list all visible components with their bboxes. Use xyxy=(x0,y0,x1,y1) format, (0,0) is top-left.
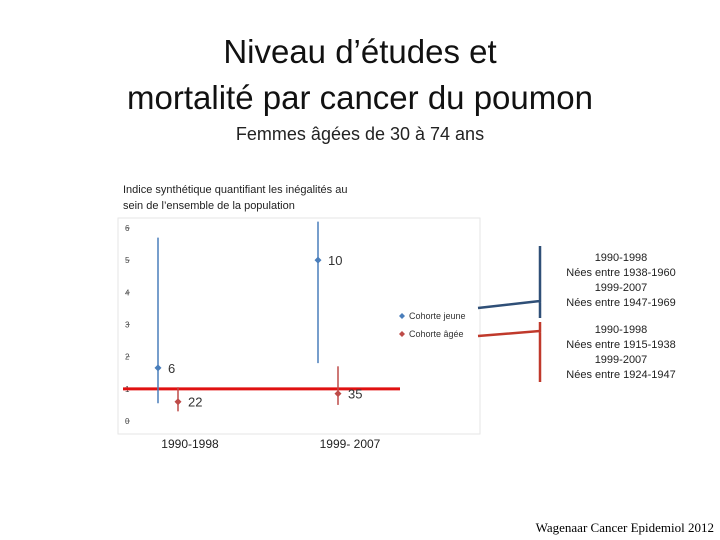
point-label: 35 xyxy=(348,387,362,402)
side-young-line-1: 1990-1998 xyxy=(594,252,648,264)
y-tick-label: 3 xyxy=(125,321,130,330)
chart-frame xyxy=(117,217,481,435)
data-point xyxy=(174,398,182,406)
y-tick-label: 2 xyxy=(125,353,130,362)
y-tick-label: 5 xyxy=(125,256,130,265)
x-category-label: 1999- 2007 xyxy=(320,437,381,451)
y-tick-label: 6 xyxy=(125,224,130,233)
title-line-1: Niveau d’études et xyxy=(223,33,497,70)
subtitle: Femmes âgées de 30 à 74 ans xyxy=(235,124,485,144)
side-label-old: 1990-1998 Nées entre 1915-1938 1999-2007… xyxy=(556,323,686,383)
bracket-young xyxy=(477,246,542,318)
data-point xyxy=(314,256,322,264)
x-category-label: 1990-1998 xyxy=(161,437,219,451)
side-old-line-2: Nées entre 1915-1938 xyxy=(566,339,676,351)
legend-label: Cohorte jeune xyxy=(409,311,466,321)
legend-marker xyxy=(399,331,405,337)
side-old-line-3: 1999-2007 xyxy=(594,354,648,366)
point-label: 10 xyxy=(328,253,342,268)
index-note-line-1: Indice synthétique quantifiant les inéga… xyxy=(123,184,348,196)
side-old-line-4: Nées entre 1924-1947 xyxy=(566,369,676,381)
side-young-line-3: 1999-2007 xyxy=(594,282,648,294)
index-note-line-2: sein de l’ensemble de la population xyxy=(123,200,295,212)
side-old-line-1: 1990-1998 xyxy=(594,324,648,336)
side-label-young: 1990-1998 Nées entre 1938-1960 1999-2007… xyxy=(556,251,686,311)
source-credit: Wagenaar Cancer Epidemiol 2012 xyxy=(535,520,714,535)
legend-label: Cohorte âgée xyxy=(409,329,464,339)
y-tick-label: 0 xyxy=(125,417,130,426)
data-point xyxy=(334,390,342,398)
point-label: 22 xyxy=(188,395,202,410)
legend-marker xyxy=(399,313,405,319)
title-line-2: mortalité par cancer du poumon xyxy=(127,79,593,116)
bracket-old xyxy=(477,322,542,382)
side-young-line-2: Nées entre 1938-1960 xyxy=(566,267,676,279)
y-tick-label: 4 xyxy=(125,288,130,297)
side-young-line-4: Nées entre 1947-1969 xyxy=(566,297,676,309)
point-label: 6 xyxy=(168,361,175,376)
data-point xyxy=(154,364,162,372)
index-note: Indice synthétique quantifiant les inéga… xyxy=(123,182,403,214)
